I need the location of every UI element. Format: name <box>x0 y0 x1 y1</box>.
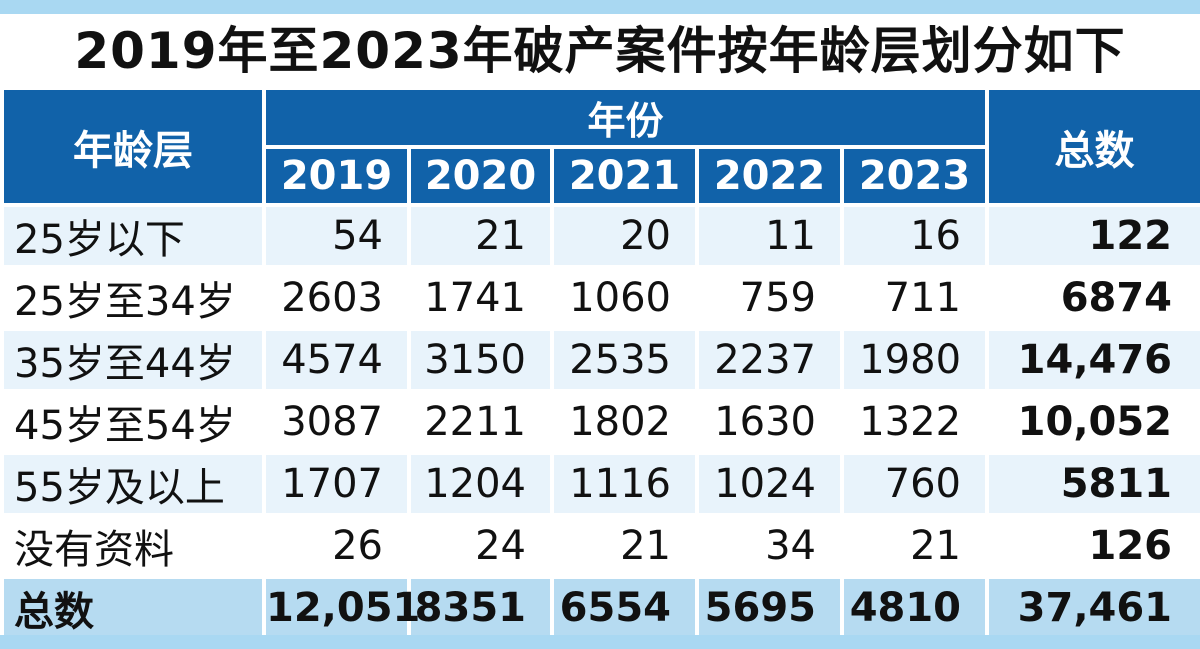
value-cell: 759 <box>695 265 844 331</box>
total-cell: 5811 <box>985 451 1200 517</box>
value-cell: 2211 <box>407 389 554 455</box>
table-body: 25岁以下 54 21 20 11 16 122 25岁至34岁 2603 1741 1060 759… <box>0 203 1200 641</box>
value-cell: 16 <box>839 203 990 269</box>
total-cell: 14,476 <box>985 327 1200 393</box>
value-cell: 8351 <box>407 575 554 641</box>
total-cell: 37,461 <box>985 575 1200 641</box>
value-cell: 1707 <box>262 451 411 517</box>
age-group-cell: 总数 <box>0 575 266 641</box>
value-cell: 3087 <box>262 389 411 455</box>
table-row: 25岁以下 54 21 20 11 16 122 <box>0 203 1200 269</box>
header-year: 2021 <box>550 145 699 207</box>
header-year: 2023 <box>839 145 990 207</box>
page-title: 2019年至2023年破产案件按年龄层划分如下 <box>74 22 1126 80</box>
age-group-cell: 25岁以下 <box>0 203 266 269</box>
value-cell: 54 <box>262 203 411 269</box>
bottom-stripe <box>0 635 1200 649</box>
value-cell: 21 <box>550 513 699 579</box>
value-cell: 4810 <box>839 575 990 641</box>
value-cell: 1204 <box>407 451 554 517</box>
value-cell: 1116 <box>550 451 699 517</box>
header-year: 2020 <box>407 145 554 207</box>
value-cell: 2535 <box>550 327 699 393</box>
value-cell: 4574 <box>262 327 411 393</box>
total-cell: 10,052 <box>985 389 1200 455</box>
value-cell: 1980 <box>839 327 990 393</box>
value-cell: 21 <box>407 203 554 269</box>
bankruptcy-table: 年龄层 年份 总数 2019 2020 2021 2022 2023 25岁以下… <box>0 86 1200 641</box>
value-cell: 711 <box>839 265 990 331</box>
value-cell: 1322 <box>839 389 990 455</box>
value-cell: 760 <box>839 451 990 517</box>
table-row: 55岁及以上 1707 1204 1116 1024 760 5811 <box>0 451 1200 517</box>
age-group-cell: 55岁及以上 <box>0 451 266 517</box>
age-group-cell: 没有资料 <box>0 513 266 579</box>
header-year-group: 年份 <box>261 86 990 149</box>
age-group-cell: 25岁至34岁 <box>0 265 266 331</box>
header-total: 总数 <box>985 86 1200 207</box>
table-row: 25岁至34岁 2603 1741 1060 759 711 6874 <box>0 265 1200 331</box>
total-cell: 6874 <box>985 265 1200 331</box>
value-cell: 6554 <box>550 575 699 641</box>
value-cell: 2237 <box>695 327 844 393</box>
table-row: 35岁至44岁 4574 3150 2535 2237 1980 14,476 <box>0 327 1200 393</box>
value-cell: 21 <box>839 513 990 579</box>
value-cell: 3150 <box>407 327 554 393</box>
value-cell: 24 <box>407 513 554 579</box>
header-year: 2019 <box>262 145 411 207</box>
age-group-cell: 45岁至54岁 <box>0 389 266 455</box>
header-age: 年龄层 <box>0 86 266 207</box>
total-cell: 122 <box>985 203 1200 269</box>
age-group-cell: 35岁至44岁 <box>0 327 266 393</box>
value-cell: 34 <box>695 513 844 579</box>
header-year: 2022 <box>695 145 844 207</box>
value-cell: 2603 <box>262 265 411 331</box>
table-row: 45岁至54岁 3087 2211 1802 1630 1322 10,052 <box>0 389 1200 455</box>
total-cell: 126 <box>985 513 1200 579</box>
value-cell: 11 <box>695 203 844 269</box>
value-cell: 12,051 <box>262 575 420 641</box>
value-cell: 1630 <box>695 389 844 455</box>
value-cell: 5695 <box>695 575 844 641</box>
value-cell: 1024 <box>695 451 844 517</box>
value-cell: 1741 <box>407 265 554 331</box>
value-cell: 1060 <box>550 265 699 331</box>
value-cell: 1802 <box>550 389 699 455</box>
table-row: 总数 12,051 8351 6554 5695 4810 37,461 <box>0 575 1200 641</box>
top-stripe <box>0 0 1200 14</box>
value-cell: 20 <box>550 203 699 269</box>
value-cell: 26 <box>262 513 411 579</box>
table-row: 没有资料 26 24 21 34 21 126 <box>0 513 1200 579</box>
